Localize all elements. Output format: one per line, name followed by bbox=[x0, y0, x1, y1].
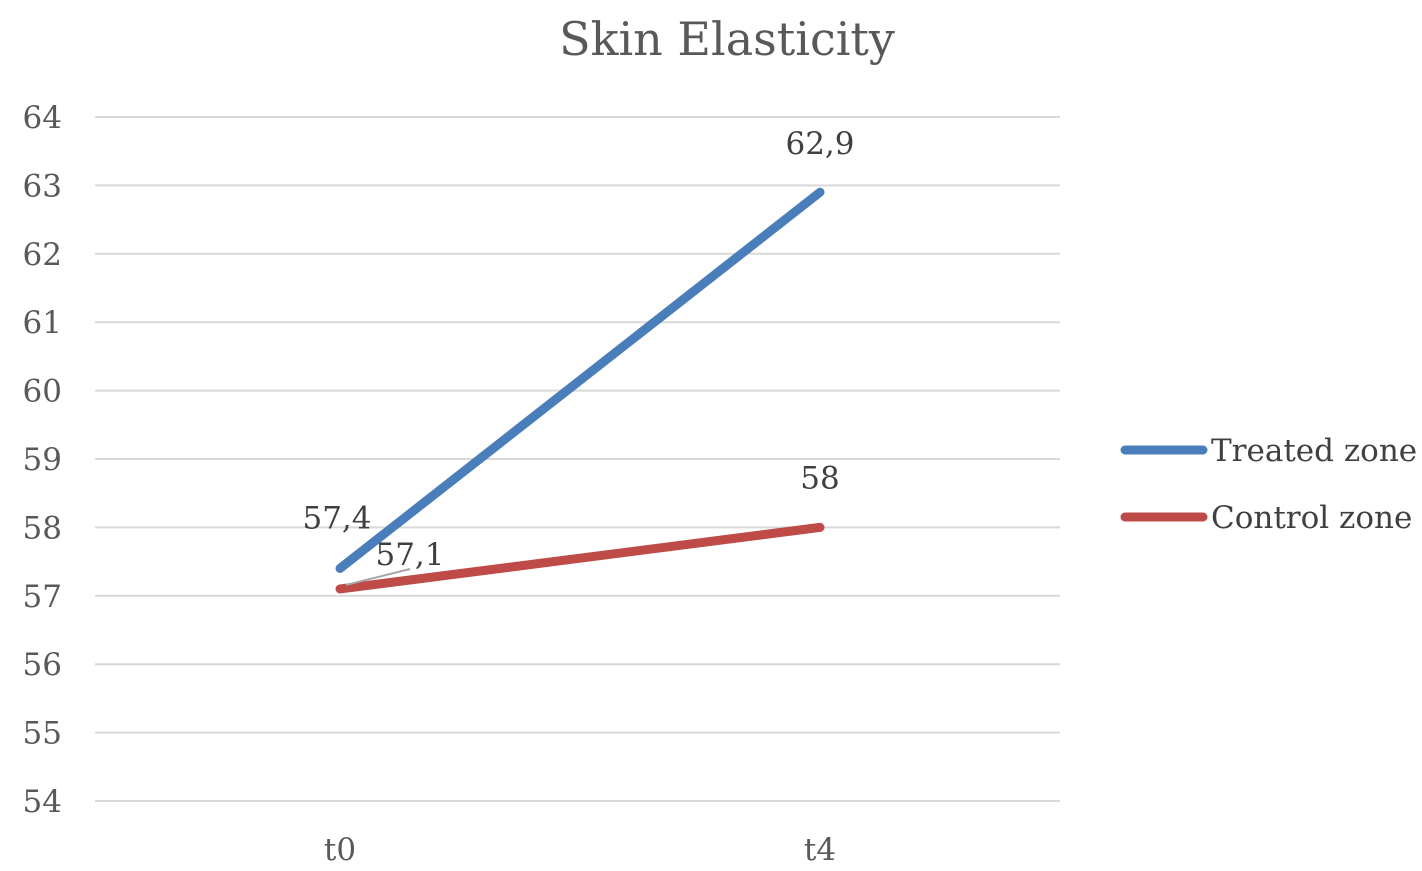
legend-item: Control zone bbox=[1120, 500, 1412, 536]
y-tick-label: 57 bbox=[23, 579, 62, 615]
data-label-leader-line bbox=[345, 568, 411, 586]
x-axis-ticks: t0 t4 bbox=[324, 832, 836, 868]
y-tick-label: 62 bbox=[23, 237, 62, 273]
legend-item: Treated zone bbox=[1120, 433, 1417, 469]
legend-label: Treated zone bbox=[1211, 433, 1417, 469]
data-label: 57,1 bbox=[375, 537, 444, 573]
y-tick-label: 63 bbox=[23, 168, 62, 204]
data-label: 57,4 bbox=[302, 500, 371, 536]
chart-title: Skin Elasticity bbox=[559, 12, 895, 66]
legend: Treated zone Control zone bbox=[1120, 433, 1417, 536]
data-label: 62,9 bbox=[785, 126, 854, 162]
y-axis-ticks: 54 55 56 57 58 59 60 61 62 63 64 bbox=[23, 100, 62, 820]
gridlines bbox=[95, 116, 1060, 802]
y-tick-label: 55 bbox=[23, 716, 62, 752]
x-tick-label: t0 bbox=[324, 832, 356, 866]
y-tick-label: 61 bbox=[23, 305, 62, 341]
series-lines bbox=[335, 187, 825, 594]
y-tick-label: 64 bbox=[23, 100, 62, 136]
x-tick-label: t4 bbox=[804, 832, 836, 866]
y-tick-label: 56 bbox=[23, 647, 62, 683]
series-line-treated-zone bbox=[335, 187, 825, 573]
series-line-control-zone bbox=[335, 522, 825, 594]
legend-label: Control zone bbox=[1211, 500, 1412, 536]
y-tick-label: 54 bbox=[23, 784, 62, 820]
data-labels: 57,4 62,9 57,1 58 bbox=[302, 126, 854, 573]
data-label: 58 bbox=[800, 460, 839, 496]
y-tick-label: 58 bbox=[23, 510, 62, 546]
y-tick-label: 60 bbox=[23, 374, 62, 410]
y-tick-label: 59 bbox=[23, 442, 62, 478]
